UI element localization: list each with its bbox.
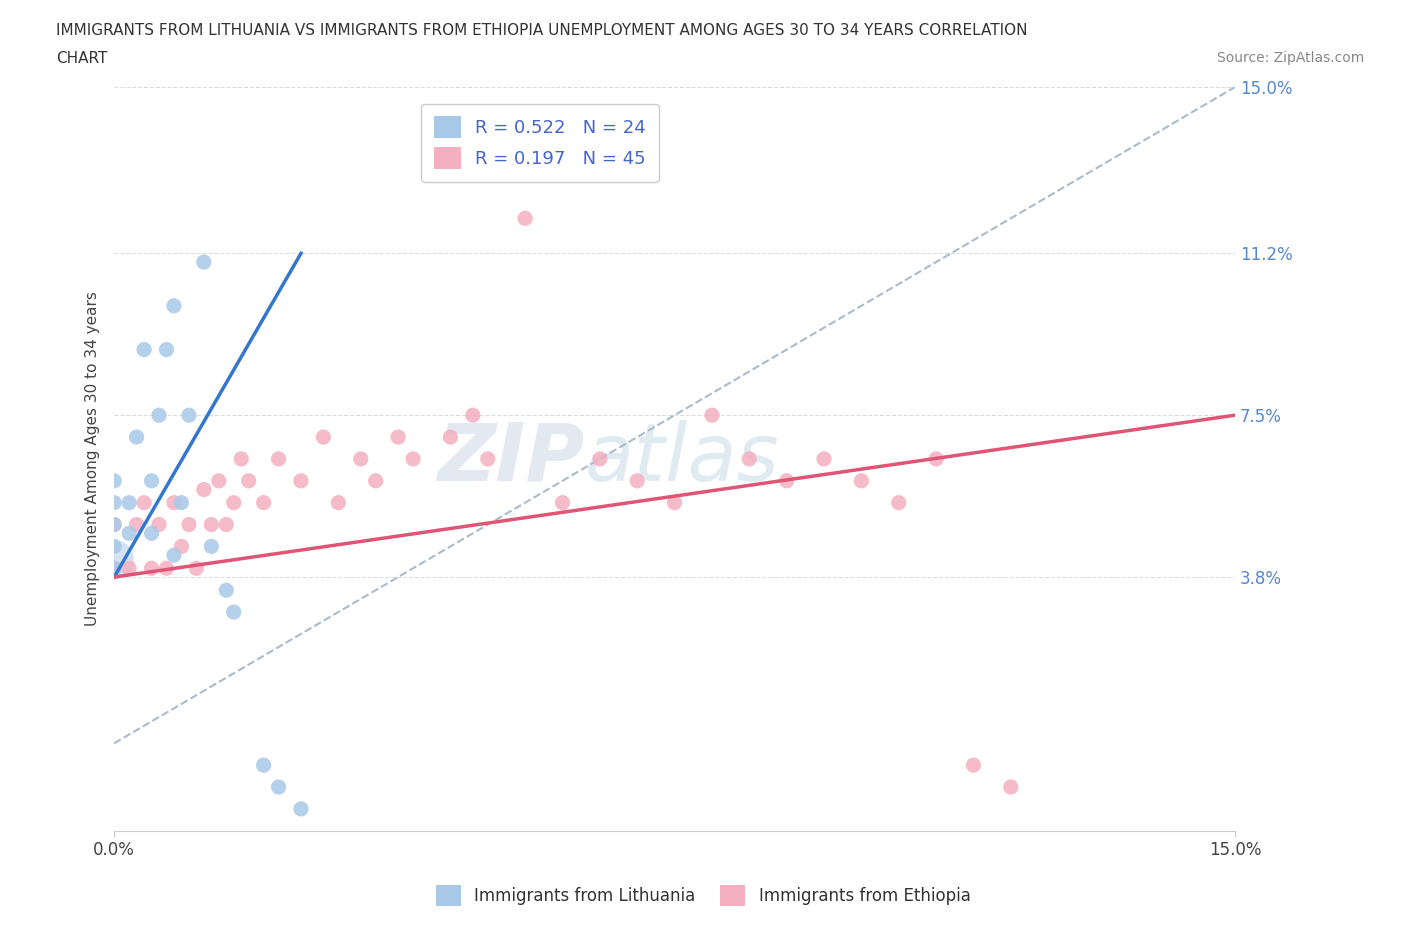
Point [163,548,186,563]
Point [215,583,238,598]
Point [118,496,141,511]
Point [222,604,245,619]
Point [925,451,948,466]
Point [141,525,163,540]
Point [312,430,335,445]
Point [328,496,350,511]
Point [103,539,125,554]
Point [200,517,222,532]
Point [103,561,125,576]
Point [125,430,148,445]
Text: Source: ZipAtlas.com: Source: ZipAtlas.com [1216,51,1364,65]
Text: atlas: atlas [585,420,780,498]
Point [170,539,193,554]
Y-axis label: Unemployment Among Ages 30 to 34 years: Unemployment Among Ages 30 to 34 years [86,291,100,627]
Text: IMMIGRANTS FROM LITHUANIA VS IMMIGRANTS FROM ETHIOPIA UNEMPLOYMENT AMONG AGES 30: IMMIGRANTS FROM LITHUANIA VS IMMIGRANTS … [56,23,1028,38]
Point [118,561,141,576]
Point [132,342,155,357]
Point [231,451,253,466]
Point [664,496,686,511]
Point [200,539,222,554]
Point [222,496,245,511]
Point [132,496,155,511]
Point [290,473,312,488]
Point [103,473,125,488]
Point [148,407,170,422]
Point [170,496,193,511]
Point [267,779,290,794]
Point [626,473,648,488]
Point [193,255,215,270]
Point [461,407,484,422]
Point [253,496,276,511]
Point [186,561,208,576]
Point [125,517,148,532]
Point [141,561,163,576]
Point [387,430,409,445]
Point [177,517,200,532]
Point [141,473,163,488]
Point [215,517,238,532]
Point [350,451,373,466]
Point [193,482,215,497]
Point [103,517,125,532]
Point [155,342,177,357]
Point [163,299,186,313]
Text: ZIP: ZIP [437,420,585,498]
Point [515,211,537,226]
Point [267,451,290,466]
Text: CHART: CHART [56,51,108,66]
Point [402,451,425,466]
Point [208,473,231,488]
Point [163,496,186,511]
Point [118,525,141,540]
Point [551,496,574,511]
Point [103,561,125,576]
Point [177,407,200,422]
Point [103,552,125,567]
Point [589,451,612,466]
Point [364,473,387,488]
Legend: Immigrants from Lithuania, Immigrants from Ethiopia: Immigrants from Lithuania, Immigrants fr… [429,879,977,912]
Point [103,496,125,511]
Point [439,430,461,445]
Point [148,517,170,532]
Point [155,561,177,576]
Point [253,758,276,773]
Legend: R = 0.522   N = 24, R = 0.197   N = 45: R = 0.522 N = 24, R = 0.197 N = 45 [422,103,659,182]
Point [1000,779,1022,794]
Point [775,473,797,488]
Point [813,451,835,466]
Point [238,473,260,488]
Point [887,496,910,511]
Point [962,758,984,773]
Point [700,407,723,422]
Point [103,517,125,532]
Point [477,451,499,466]
Point [851,473,873,488]
Point [738,451,761,466]
Point [290,802,312,817]
